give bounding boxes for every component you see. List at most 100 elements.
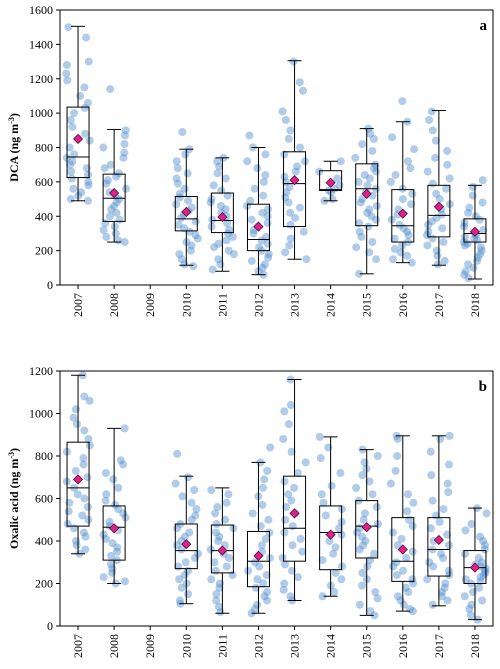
data-point xyxy=(207,486,216,494)
data-point xyxy=(368,490,377,499)
data-point xyxy=(66,195,75,204)
data-point xyxy=(213,503,222,511)
x-tick-label: 2012 xyxy=(251,293,265,317)
data-point xyxy=(111,500,120,509)
data-point xyxy=(431,153,440,162)
data-point xyxy=(439,505,448,514)
data-point xyxy=(261,171,270,179)
data-point xyxy=(445,431,454,440)
data-point xyxy=(258,263,267,272)
data-point xyxy=(295,78,304,87)
data-point xyxy=(225,226,234,234)
data-point xyxy=(255,562,264,571)
data-point xyxy=(193,234,202,243)
y-tick-label: 400 xyxy=(35,209,53,223)
data-point xyxy=(365,174,374,183)
data-point xyxy=(214,255,223,264)
y-axis-label-main: DCA (ng m xyxy=(7,124,21,182)
data-point xyxy=(408,607,417,616)
data-point xyxy=(263,466,272,475)
data-point xyxy=(211,528,220,537)
data-point xyxy=(464,208,473,217)
data-point xyxy=(363,181,372,190)
data-point xyxy=(281,560,290,569)
data-point xyxy=(189,262,198,271)
y-axis-label: DCA (ng m-3) xyxy=(7,113,22,182)
data-point xyxy=(460,592,469,601)
data-point xyxy=(212,590,221,599)
data-point xyxy=(393,592,402,601)
data-point xyxy=(82,164,91,173)
data-point xyxy=(112,208,121,217)
iqr-box xyxy=(355,500,379,559)
data-point xyxy=(120,424,129,433)
data-point xyxy=(82,33,91,42)
data-point xyxy=(473,256,482,265)
data-point xyxy=(327,481,336,490)
data-point xyxy=(121,126,130,135)
data-point xyxy=(174,220,183,229)
box-group-2015 xyxy=(351,124,381,278)
y-tick-label: 800 xyxy=(35,449,53,463)
data-point xyxy=(178,492,187,501)
data-point xyxy=(436,435,445,443)
mean-marker xyxy=(253,550,264,561)
data-point xyxy=(187,241,196,250)
data-point xyxy=(358,568,367,577)
box-group-2012 xyxy=(244,443,275,618)
data-point xyxy=(372,167,381,176)
box-group-2007 xyxy=(62,23,94,205)
y-tick-label: 600 xyxy=(35,175,53,189)
data-point xyxy=(285,241,294,250)
data-point xyxy=(284,198,293,207)
data-point xyxy=(250,558,259,567)
data-point xyxy=(481,541,490,550)
y-axis-label-end: ) xyxy=(7,448,21,452)
data-point xyxy=(258,500,267,509)
data-point xyxy=(245,131,254,140)
data-point xyxy=(372,201,381,210)
data-point xyxy=(259,579,268,588)
x-tick-label: 2012 xyxy=(251,634,265,658)
data-point xyxy=(264,205,273,214)
x-tick-label: 2015 xyxy=(360,293,374,317)
data-point xyxy=(85,441,94,450)
data-point xyxy=(460,241,469,250)
data-point xyxy=(393,435,402,443)
data-point xyxy=(442,184,451,193)
iqr-box xyxy=(283,151,307,228)
data-point xyxy=(424,227,433,236)
data-point xyxy=(258,208,267,217)
x-tick-label: 2017 xyxy=(432,293,446,317)
data-point xyxy=(357,232,366,241)
y-tick-label: 200 xyxy=(35,244,53,258)
data-point xyxy=(289,57,298,66)
data-point xyxy=(473,236,482,245)
data-point xyxy=(173,179,182,188)
data-point xyxy=(62,61,71,69)
data-point xyxy=(214,602,223,611)
data-point xyxy=(221,515,230,524)
data-point xyxy=(433,260,442,269)
data-point xyxy=(426,447,435,456)
data-point xyxy=(100,164,109,173)
data-point xyxy=(208,265,217,274)
y-axis-label: Oxalic acid (ng m-3) xyxy=(7,448,22,549)
data-point xyxy=(222,236,231,245)
data-point xyxy=(372,255,381,264)
data-point xyxy=(172,200,181,209)
data-point xyxy=(328,195,337,204)
data-point xyxy=(221,174,230,183)
data-point xyxy=(316,454,325,463)
data-point xyxy=(261,534,270,543)
data-point xyxy=(260,592,269,601)
iqr-box xyxy=(391,189,415,243)
data-point xyxy=(178,128,187,137)
data-point xyxy=(257,541,266,550)
box-group-2015 xyxy=(352,445,382,620)
data-point xyxy=(287,566,296,575)
data-point xyxy=(79,460,88,469)
data-point xyxy=(476,532,485,541)
data-point xyxy=(109,475,118,484)
data-point xyxy=(107,205,116,214)
